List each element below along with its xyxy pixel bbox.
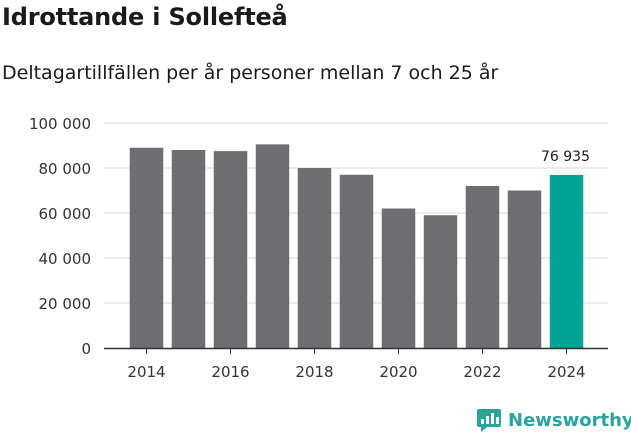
bar: [129, 147, 164, 348]
bar: [297, 168, 332, 348]
chart-subtitle: Deltagartillfällen per år personer mella…: [2, 62, 499, 84]
chart-title: Idrottande i Sollefteå: [2, 3, 288, 31]
bar: [381, 208, 416, 348]
bar: [339, 174, 374, 348]
bar: [171, 150, 206, 348]
x-tick-label: 2020: [379, 363, 417, 381]
bar-highlight: [549, 174, 584, 348]
bar: [465, 186, 500, 348]
x-tick-label: 2014: [127, 363, 165, 381]
y-tick-label: 100 000: [29, 115, 91, 133]
y-tick-label: 80 000: [39, 160, 92, 178]
x-tick-label: 2024: [547, 363, 585, 381]
bar: [213, 151, 248, 348]
y-tick-label: 40 000: [39, 250, 92, 268]
x-tick-label: 2016: [211, 363, 249, 381]
bar: [255, 144, 290, 348]
newsworthy-logo-icon: [477, 409, 501, 432]
bar: [423, 215, 458, 348]
x-tick-label: 2022: [463, 363, 501, 381]
brand-name: Newsworthy: [508, 409, 631, 431]
x-tick-label: 2018: [295, 363, 333, 381]
y-tick-label: 60 000: [39, 205, 92, 223]
y-tick-label: 0: [81, 340, 91, 358]
newsworthy-brand: Newsworthy: [476, 407, 631, 433]
data-label-highlight: 76 935: [541, 149, 590, 165]
y-tick-label: 20 000: [39, 295, 92, 313]
bar: [507, 190, 542, 348]
